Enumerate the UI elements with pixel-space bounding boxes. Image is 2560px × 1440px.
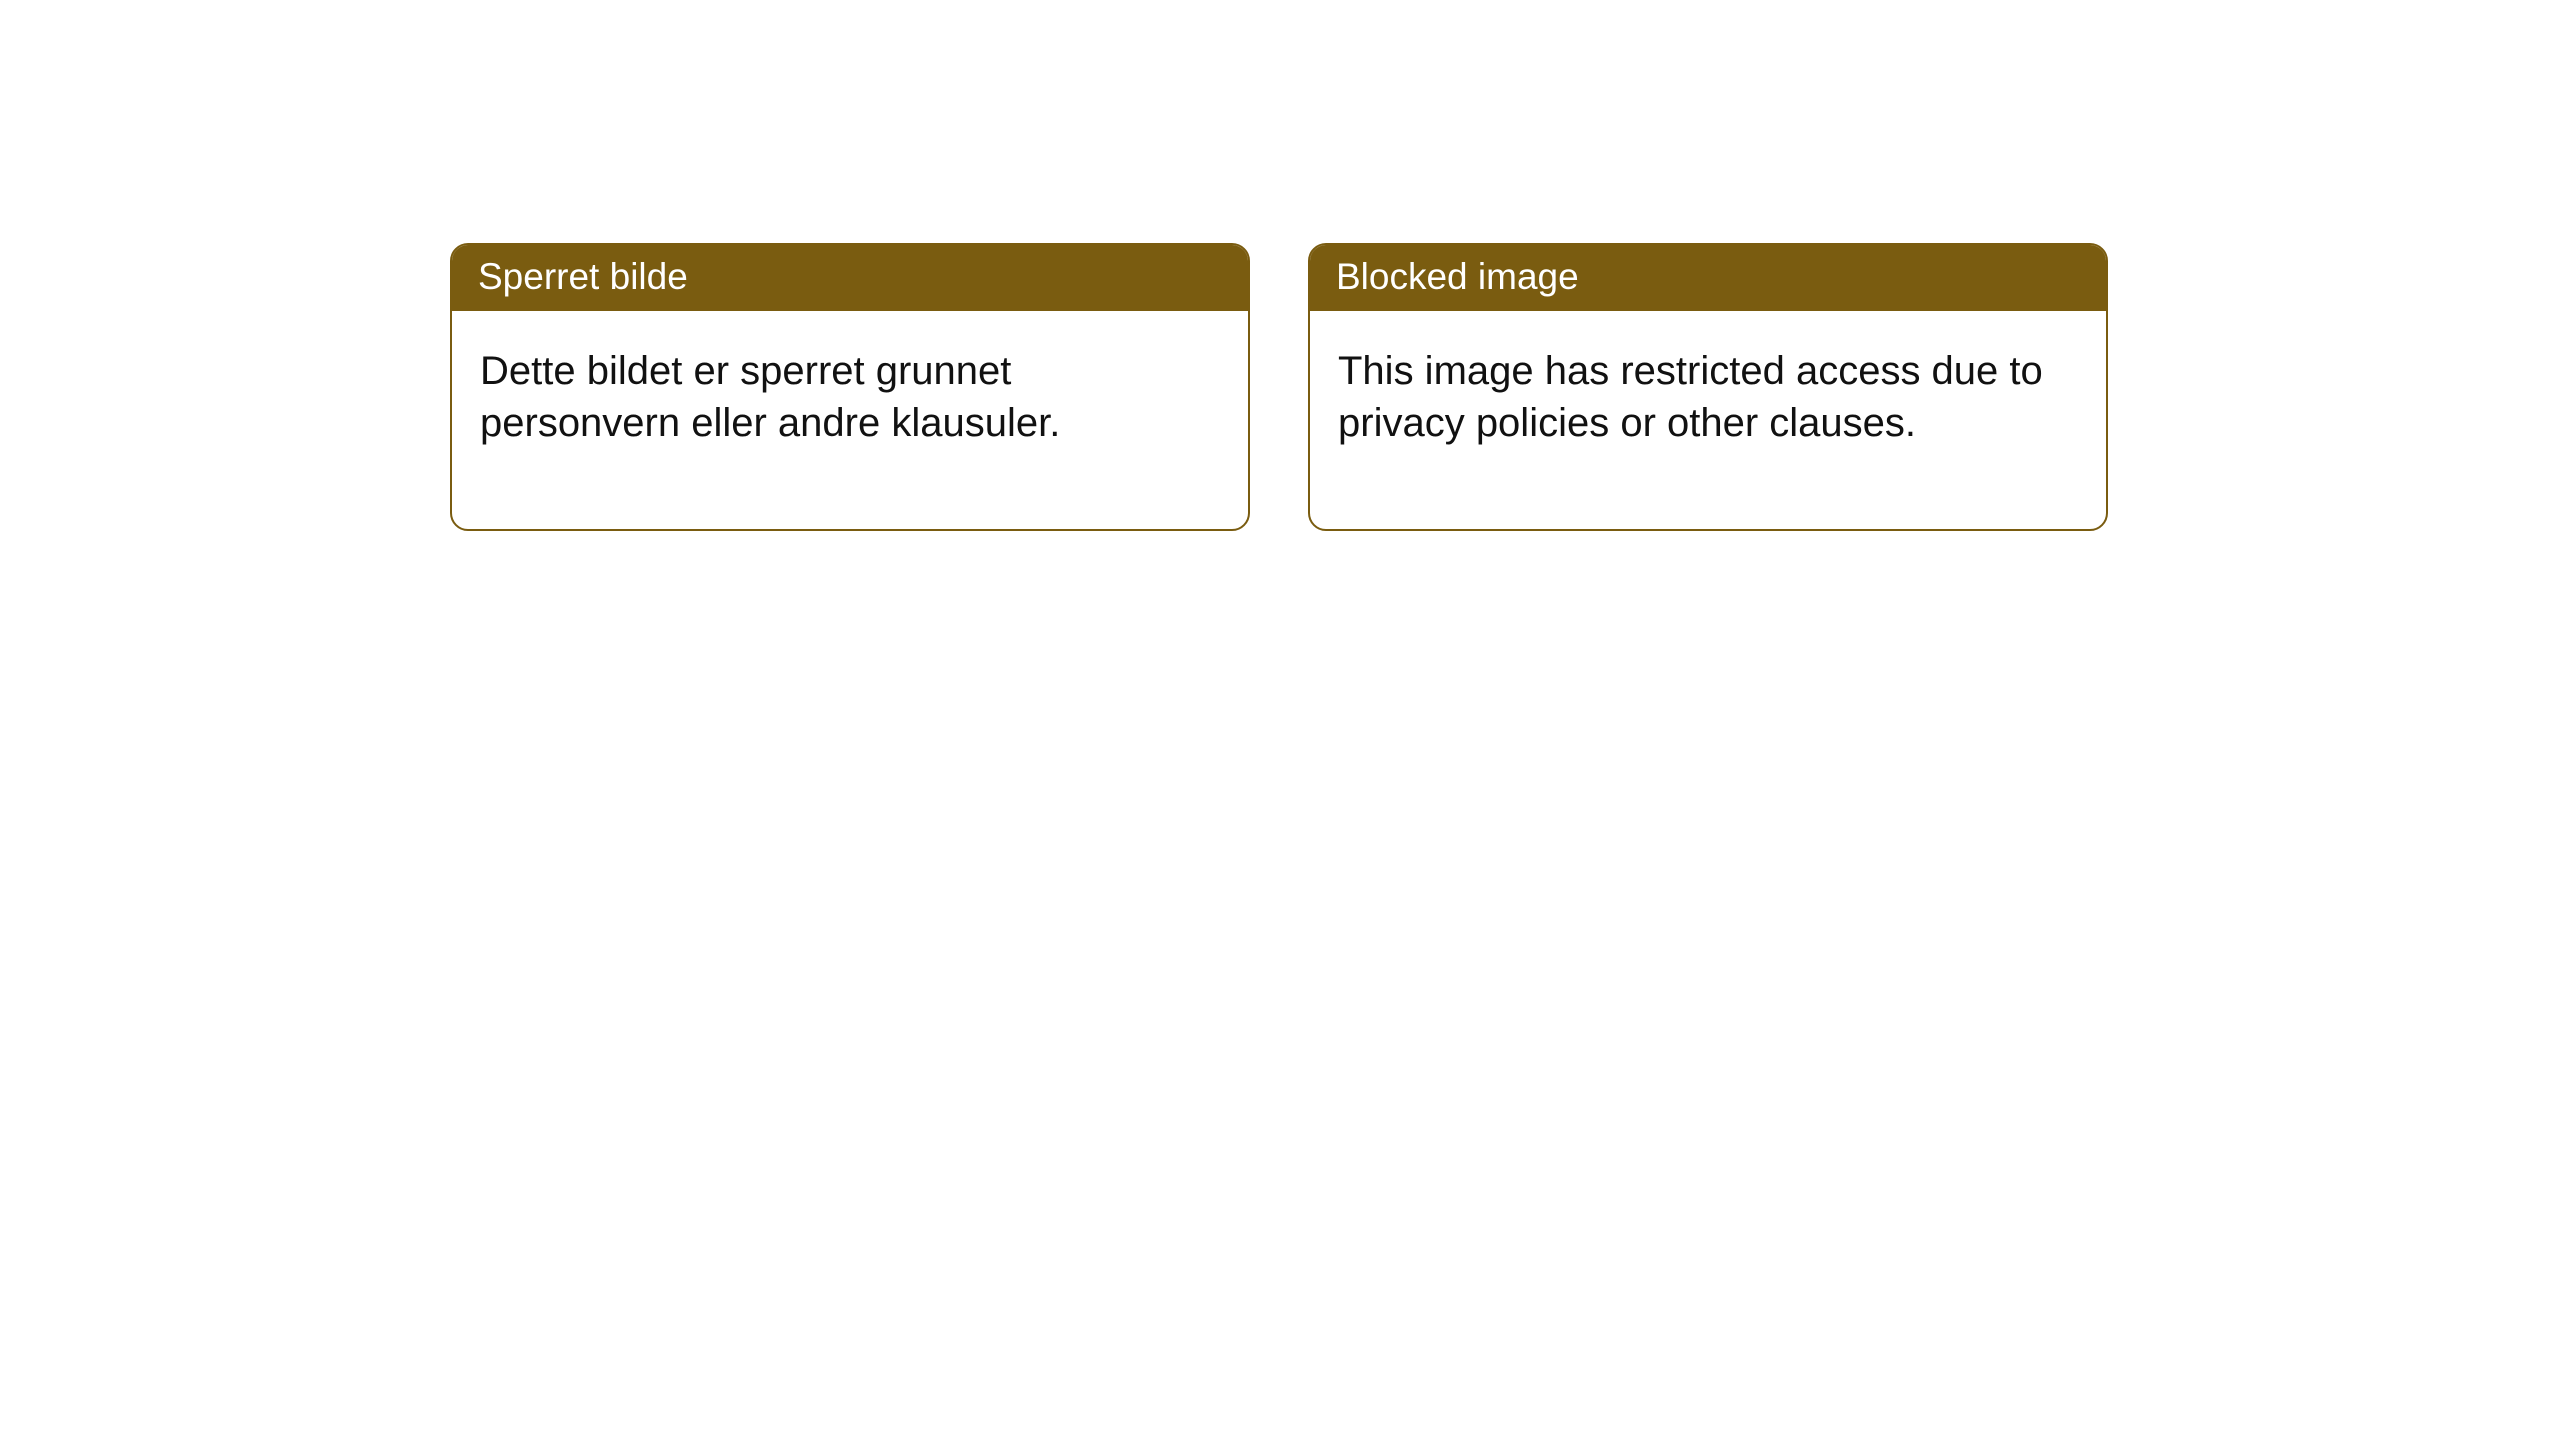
notice-header-norwegian: Sperret bilde: [452, 245, 1248, 311]
notice-body-english: This image has restricted access due to …: [1310, 311, 2106, 529]
notice-body-norwegian: Dette bildet er sperret grunnet personve…: [452, 311, 1248, 529]
notice-card-english: Blocked image This image has restricted …: [1308, 243, 2108, 531]
notice-card-norwegian: Sperret bilde Dette bildet er sperret gr…: [450, 243, 1250, 531]
notice-container: Sperret bilde Dette bildet er sperret gr…: [450, 243, 2108, 531]
notice-header-english: Blocked image: [1310, 245, 2106, 311]
